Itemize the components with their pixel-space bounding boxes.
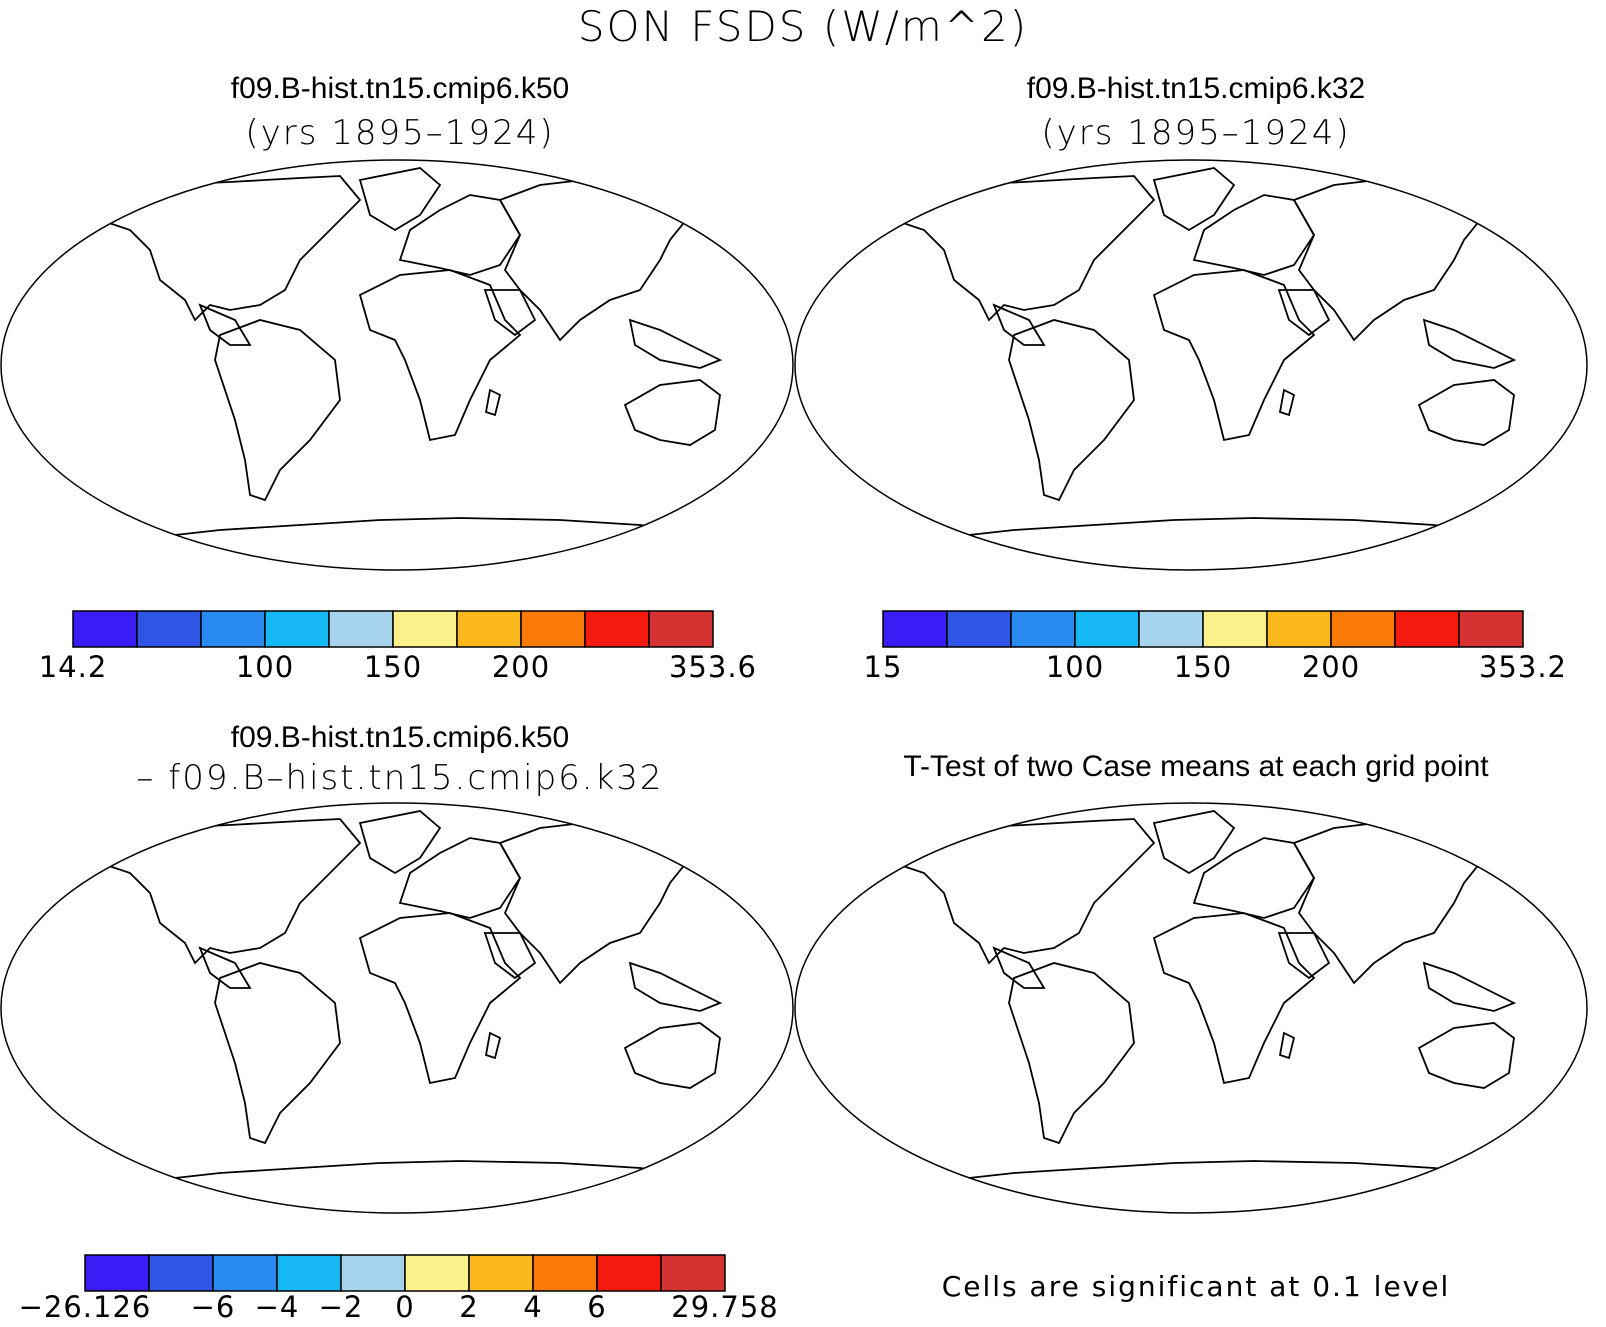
colorbar-swatch (1010, 610, 1076, 648)
colorbar-swatch (264, 610, 330, 648)
panel-ttest-title: T-Test of two Case means at each grid po… (903, 750, 1489, 783)
colorbar-tick-label: 150 (1173, 650, 1233, 684)
colorbar-swatch (1074, 610, 1140, 648)
colorbar-swatch (596, 1254, 662, 1292)
colorbar-k32 (882, 610, 1524, 648)
panel-k50-subtitle: (yrs 1895–1924) (245, 113, 555, 153)
colorbar-tick-label: 2 (459, 1290, 479, 1324)
colorbar-tick-label: 6 (587, 1290, 607, 1324)
colorbar-tick-label: 29.758 (671, 1290, 779, 1324)
colorbar-tick-label: −26.126 (18, 1290, 152, 1324)
colorbar-tick-label: 353.2 (1478, 650, 1568, 684)
colorbar-swatch (340, 1254, 406, 1292)
colorbar-swatch (1266, 610, 1332, 648)
colorbar-swatch (660, 1254, 726, 1292)
colorbar-swatch (136, 610, 202, 648)
colorbar-tick-label: 200 (491, 650, 551, 684)
colorbar-tick-label: 100 (235, 650, 295, 684)
colorbar-tick-label: 15 (863, 650, 903, 684)
colorbar-swatch (946, 610, 1012, 648)
colorbar-tick-label: 200 (1301, 650, 1361, 684)
colorbar-swatch (468, 1254, 534, 1292)
colorbar-swatch (392, 610, 458, 648)
colorbar-tick-label: 150 (363, 650, 423, 684)
colorbar-tick-label: 353.6 (668, 650, 758, 684)
colorbar-swatch (212, 1254, 278, 1292)
colorbar-tick-label: −4 (254, 1290, 300, 1324)
panel-diff-subtitle: – f09.B–hist.tn15.cmip6.k32 (136, 758, 664, 798)
panel-k32-subtitle: (yrs 1895–1924) (1041, 113, 1351, 153)
colorbar-tick-label: 0 (395, 1290, 415, 1324)
colorbar-tick-label: 100 (1045, 650, 1105, 684)
colorbar-swatch (200, 610, 266, 648)
colorbar-swatch (276, 1254, 342, 1292)
colorbar-swatch (72, 610, 138, 648)
colorbar-diff-labels: −26.126 −6 −4 −2 0 2 4 6 29.758 (0, 1290, 800, 1327)
colorbar-swatch (584, 610, 650, 648)
map-ttest (863, 810, 1555, 1213)
colorbar-swatch (1394, 610, 1460, 648)
map-k50-border (0, 159, 794, 571)
map-k32 (863, 167, 1555, 570)
ttest-note: Cells are significant at 0.1 level (941, 1270, 1451, 1303)
colorbar-tick-label: −2 (318, 1290, 364, 1324)
panel-k50-title: f09.B-hist.tn15.cmip6.k50 (230, 72, 570, 105)
colorbar-swatch (1458, 610, 1524, 648)
map-k50 (69, 167, 761, 570)
colorbar-swatch (148, 1254, 214, 1292)
colorbar-swatch (328, 610, 394, 648)
colorbar-k50 (72, 610, 714, 648)
map-k32-border (794, 159, 1588, 571)
colorbar-k50-labels: 14.2 100 150 200 353.6 (0, 650, 800, 690)
colorbar-tick-label: −6 (190, 1290, 236, 1324)
map-diff-border (0, 802, 794, 1214)
colorbar-k32-labels: 15 100 150 200 353.2 (0, 650, 1606, 690)
colorbar-swatch (520, 610, 586, 648)
colorbar-swatch (882, 610, 948, 648)
colorbar-swatch (456, 610, 522, 648)
map-ttest-border (794, 802, 1588, 1214)
figure-title: SON FSDS (W/m^2) (577, 2, 1029, 51)
colorbar-swatch (1330, 610, 1396, 648)
colorbar-tick-label: 4 (523, 1290, 543, 1324)
map-diff (69, 810, 761, 1213)
colorbar-swatch (532, 1254, 598, 1292)
colorbar-swatch (404, 1254, 470, 1292)
colorbar-swatch (1202, 610, 1268, 648)
colorbar-swatch (84, 1254, 150, 1292)
colorbar-diff (84, 1254, 726, 1292)
panel-diff-title: f09.B-hist.tn15.cmip6.k50 (230, 721, 570, 754)
colorbar-swatch (648, 610, 714, 648)
colorbar-tick-label: 14.2 (38, 650, 108, 684)
colorbar-swatch (1138, 610, 1204, 648)
panel-k32-title: f09.B-hist.tn15.cmip6.k32 (1026, 72, 1366, 105)
